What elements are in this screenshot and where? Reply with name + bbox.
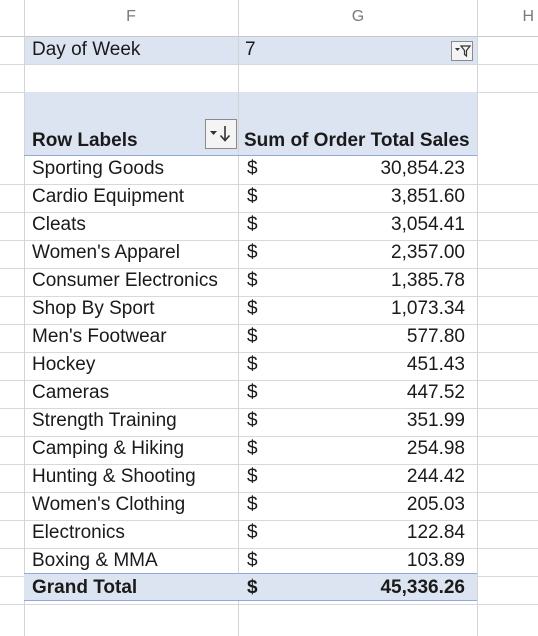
row-currency[interactable]: $ <box>247 550 258 571</box>
row-label[interactable]: Consumer Electronics <box>32 270 218 291</box>
grand-total-bottomline <box>24 600 477 601</box>
sort-dropdown-icon[interactable] <box>205 119 237 149</box>
pivot-header-fill <box>24 92 477 156</box>
row-label[interactable]: Sporting Goods <box>32 158 165 179</box>
row-value[interactable]: 351.99 <box>406 410 465 431</box>
row-label[interactable]: Shop By Sport <box>32 298 155 319</box>
row-currency[interactable]: $ <box>247 270 258 291</box>
row-gridline <box>0 268 538 269</box>
row-label[interactable]: Hunting & Shooting <box>32 466 196 487</box>
row-currency[interactable]: $ <box>247 410 258 431</box>
value-header[interactable]: Sum of Order Total Sales <box>244 130 470 151</box>
column-divider <box>24 0 25 636</box>
row-value[interactable]: 30,854.23 <box>380 158 465 179</box>
row-gridline <box>0 352 538 353</box>
grand-total-topline <box>24 573 477 574</box>
row-currency[interactable]: $ <box>247 298 258 319</box>
row-value[interactable]: 205.03 <box>406 494 465 515</box>
row-value[interactable]: 2,357.00 <box>391 242 465 263</box>
row-gridline <box>0 324 538 325</box>
filter-dropdown-icon[interactable] <box>451 41 473 61</box>
row-currency[interactable]: $ <box>247 522 258 543</box>
column-header-h[interactable]: H <box>522 8 534 25</box>
row-gridline <box>0 604 538 605</box>
filter-label[interactable]: Day of Week <box>32 39 141 60</box>
row-label[interactable]: Cameras <box>32 382 110 403</box>
row-gridline <box>0 296 538 297</box>
row-value[interactable]: 1,073.34 <box>391 298 465 319</box>
row-currency[interactable]: $ <box>247 186 258 207</box>
row-gridline <box>0 64 538 65</box>
row-currency[interactable]: $ <box>247 466 258 487</box>
row-label[interactable]: Cleats <box>32 214 86 235</box>
row-value[interactable]: 3,054.41 <box>391 214 465 235</box>
row-value[interactable]: 254.98 <box>406 438 465 459</box>
row-value[interactable]: 3,851.60 <box>391 186 465 207</box>
row-currency[interactable]: $ <box>247 354 258 375</box>
row-label[interactable]: Hockey <box>32 354 96 375</box>
row-currency[interactable]: $ <box>247 242 258 263</box>
filter-value[interactable]: 7 <box>245 39 256 60</box>
row-currency[interactable]: $ <box>247 158 258 179</box>
row-gridline <box>0 184 538 185</box>
row-value[interactable]: 244.42 <box>406 466 465 487</box>
row-gridline <box>0 380 538 381</box>
row-gridline <box>0 436 538 437</box>
row-value[interactable]: 103.89 <box>406 550 465 571</box>
grand-total-currency[interactable]: $ <box>247 577 258 598</box>
row-label[interactable]: Men's Footwear <box>32 326 167 347</box>
row-currency[interactable]: $ <box>247 326 258 347</box>
grand-total-value[interactable]: 45,336.26 <box>380 577 465 598</box>
row-gridline <box>0 520 538 521</box>
row-gridline <box>0 548 538 549</box>
grand-total-fill <box>24 574 477 601</box>
row-label[interactable]: Electronics <box>32 522 125 543</box>
column-divider <box>477 0 478 636</box>
grand-total-label[interactable]: Grand Total <box>32 577 138 598</box>
column-header-g[interactable]: G <box>351 8 365 25</box>
row-gridline <box>0 408 538 409</box>
row-label[interactable]: Boxing & MMA <box>32 550 158 571</box>
row-label[interactable]: Strength Training <box>32 410 177 431</box>
header-underline <box>24 155 477 156</box>
column-header-bar: F G H <box>0 0 538 37</box>
row-gridline <box>0 464 538 465</box>
row-labels-header[interactable]: Row Labels <box>32 130 138 151</box>
row-value[interactable]: 1,385.78 <box>391 270 465 291</box>
row-label[interactable]: Camping & Hiking <box>32 438 185 459</box>
row-label[interactable]: Cardio Equipment <box>32 186 185 207</box>
row-gridline <box>0 212 538 213</box>
column-header-f[interactable]: F <box>126 8 136 25</box>
row-label[interactable]: Women's Clothing <box>32 494 186 515</box>
column-divider <box>238 0 239 636</box>
row-currency[interactable]: $ <box>247 494 258 515</box>
row-value[interactable]: 122.84 <box>406 522 465 543</box>
row-currency[interactable]: $ <box>247 438 258 459</box>
row-gridline <box>0 492 538 493</box>
row-currency[interactable]: $ <box>247 382 258 403</box>
row-value[interactable]: 577.80 <box>406 326 465 347</box>
row-gridline <box>0 240 538 241</box>
row-currency[interactable]: $ <box>247 214 258 235</box>
filter-row-fill <box>24 37 477 64</box>
row-value[interactable]: 447.52 <box>406 382 465 403</box>
row-label[interactable]: Women's Apparel <box>32 242 180 263</box>
row-value[interactable]: 451.43 <box>406 354 465 375</box>
